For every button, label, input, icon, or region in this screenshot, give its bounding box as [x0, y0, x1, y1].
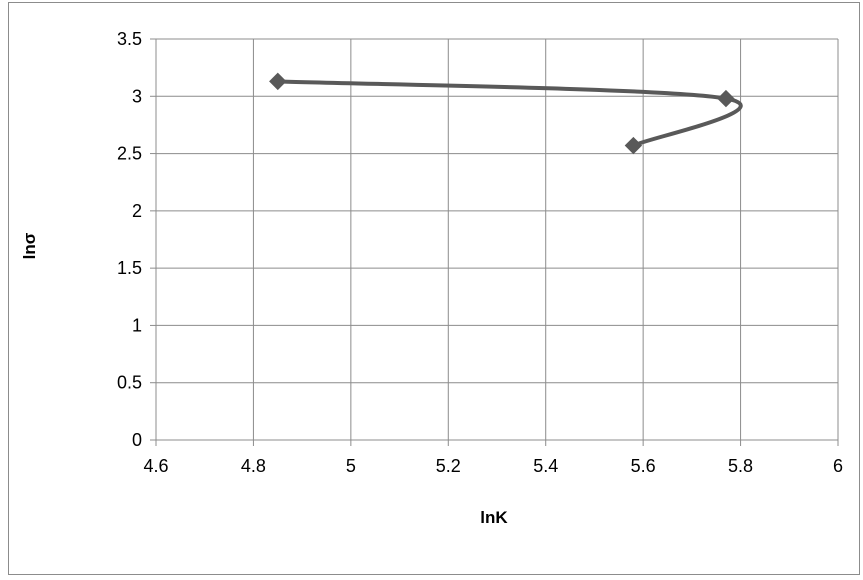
y-tick-label: 3 — [132, 86, 142, 106]
axes — [150, 38, 839, 446]
x-tick-label: 5.4 — [533, 456, 558, 476]
y-tick-label: 1 — [132, 315, 142, 335]
x-tick-label: 5 — [346, 456, 356, 476]
data-point-marker — [269, 72, 287, 91]
x-axis-title: lnK — [480, 508, 508, 527]
y-tick-label: 0.5 — [117, 373, 142, 393]
x-tick-label: 5.8 — [728, 456, 753, 476]
y-axis-title: lnσ — [20, 232, 39, 259]
x-tick-label: 5.6 — [631, 456, 656, 476]
data-point-marker — [624, 136, 643, 155]
x-tick-label: 6 — [833, 456, 843, 476]
series — [269, 72, 743, 155]
x-tick-label: 4.8 — [241, 456, 266, 476]
y-tick-label: 2 — [132, 201, 142, 221]
chart-frame: 4.6 4.8 5 5.2 5.4 5.6 5.8 6 0 0.5 1 1.5 2 2.5 3 3.5 lnσ… — [8, 2, 860, 575]
data-point-marker — [717, 89, 735, 108]
series-line — [275, 79, 743, 148]
y-tick-label: 2.5 — [117, 144, 142, 164]
x-tick-label: 4.6 — [143, 456, 168, 476]
scatter-chart: 4.6 4.8 5 5.2 5.4 5.6 5.8 6 0 0.5 1 1.5 2 2.5 3 3.5 lnσ… — [20, 29, 843, 527]
x-tick-label: 5.2 — [436, 456, 461, 476]
tick-labels: 4.6 4.8 5 5.2 5.4 5.6 5.8 6 0 0.5 1 1.5 2 2.5 3 3.5 — [117, 29, 843, 476]
y-tick-label: 0 — [132, 430, 142, 450]
y-tick-label: 1.5 — [117, 258, 142, 278]
y-tick-label: 3.5 — [117, 29, 142, 49]
